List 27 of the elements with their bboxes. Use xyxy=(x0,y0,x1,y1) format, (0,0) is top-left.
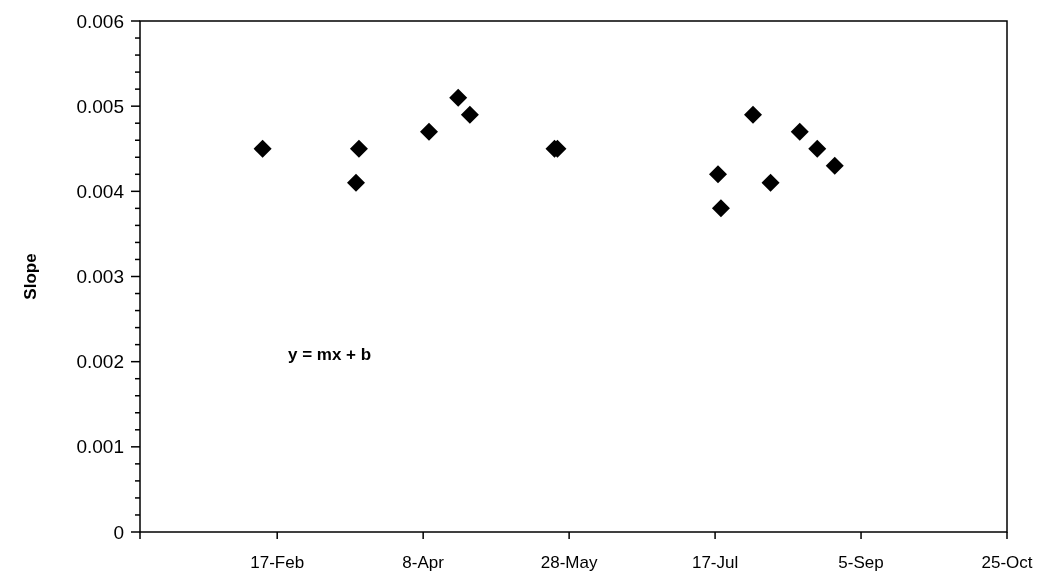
x-tick-label: 25-Oct xyxy=(981,553,1033,572)
y-tick-label: 0.003 xyxy=(76,266,124,288)
point xyxy=(761,173,780,192)
point xyxy=(825,156,844,175)
y-tick-label: 0.006 xyxy=(76,10,124,32)
point xyxy=(449,88,468,107)
point xyxy=(347,173,366,192)
x-tick-label: 5-Sep xyxy=(838,553,884,572)
x-tick-label: 17-Feb xyxy=(250,553,305,572)
y-tick-label: 0.005 xyxy=(76,95,124,117)
y-tick-label: 0.002 xyxy=(76,351,124,373)
point xyxy=(744,105,763,124)
point xyxy=(460,105,479,124)
point xyxy=(420,122,438,141)
x-tick-label: 17-Jul xyxy=(691,553,739,572)
annotation: y = mx + b xyxy=(288,345,372,364)
y-tick-label: 0.004 xyxy=(76,180,125,202)
y-tick-label: 0.001 xyxy=(76,436,124,458)
y-tick-label: 0 xyxy=(113,521,124,543)
point xyxy=(808,139,827,158)
y-axis-title: Slope xyxy=(21,253,40,300)
point xyxy=(790,122,809,141)
x-tick-label: 28-May xyxy=(540,553,598,572)
x-tick-label: 8-Apr xyxy=(402,553,445,572)
point xyxy=(711,199,730,218)
point xyxy=(709,165,727,184)
point xyxy=(349,139,368,158)
